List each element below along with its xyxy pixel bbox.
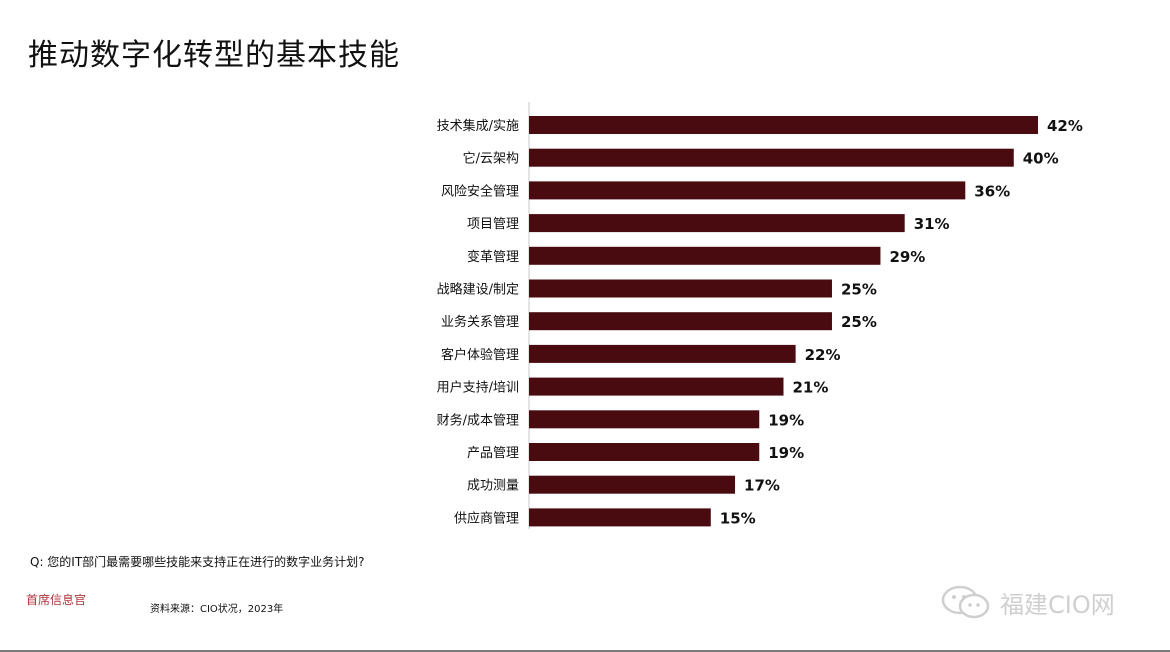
bar xyxy=(529,279,832,298)
watermark: 福建CIO网 xyxy=(940,584,1115,620)
value-label: 25% xyxy=(841,313,877,331)
bar xyxy=(529,443,760,461)
category-label: 风险安全管理 xyxy=(441,183,519,199)
bar-chart: 技术集成/实施 42% 它/云架构 40% 风险安全管理 36% 项目管理 31% 变革管理 29… xyxy=(437,102,1083,530)
bar xyxy=(529,181,966,200)
category-label: 客户体验管理 xyxy=(441,347,519,363)
bottom-divider xyxy=(0,650,1170,652)
value-label: 31% xyxy=(914,215,950,233)
value-label: 19% xyxy=(768,411,804,429)
source-note: 资料来源：CIO状况，2023年 xyxy=(150,604,284,615)
bar xyxy=(529,116,1038,134)
survey-question: Q: 您的IT部门最需要哪些技能来支持正在进行的数字业务计划? xyxy=(30,555,365,569)
value-label: 17% xyxy=(744,477,780,495)
value-label: 36% xyxy=(974,182,1010,200)
value-label: 19% xyxy=(768,444,804,462)
bar xyxy=(529,148,1014,167)
category-label: 战略建设/制定 xyxy=(437,282,519,298)
bar xyxy=(529,410,760,429)
value-label: 22% xyxy=(805,346,841,364)
wechat-icon xyxy=(941,585,990,619)
category-label: 技术集成/实施 xyxy=(437,118,519,134)
bar xyxy=(529,475,736,494)
value-label: 40% xyxy=(1023,150,1059,168)
bar xyxy=(529,344,796,363)
category-label: 成功测量 xyxy=(467,479,519,494)
value-label: 42% xyxy=(1047,117,1083,135)
bar xyxy=(529,377,784,396)
category-label: 供应商管理 xyxy=(454,510,519,526)
brand-label: 首席信息官 xyxy=(26,593,87,607)
category-label: 变革管理 xyxy=(467,249,519,265)
bar xyxy=(529,508,711,527)
chart-title: 推动数字化转型的基本技能 xyxy=(28,38,400,73)
category-label: 用户支持/培训 xyxy=(437,380,519,396)
category-label: 财务/成本管理 xyxy=(437,412,519,428)
value-label: 21% xyxy=(793,379,829,397)
category-label: 业务关系管理 xyxy=(441,314,519,330)
category-label: 项目管理 xyxy=(467,217,519,232)
value-label: 15% xyxy=(720,509,756,527)
category-label: 产品管理 xyxy=(467,446,519,461)
value-label: 29% xyxy=(889,248,925,266)
watermark-text: 福建CIO网 xyxy=(1000,590,1115,619)
category-label: 它/云架构 xyxy=(463,151,519,167)
bar xyxy=(529,214,905,233)
bar xyxy=(529,246,881,265)
bar xyxy=(529,312,832,331)
bars-group: 技术集成/实施 42% 它/云架构 40% 风险安全管理 36% 项目管理 31% 变革管理 29… xyxy=(437,116,1083,527)
value-label: 25% xyxy=(841,281,877,299)
